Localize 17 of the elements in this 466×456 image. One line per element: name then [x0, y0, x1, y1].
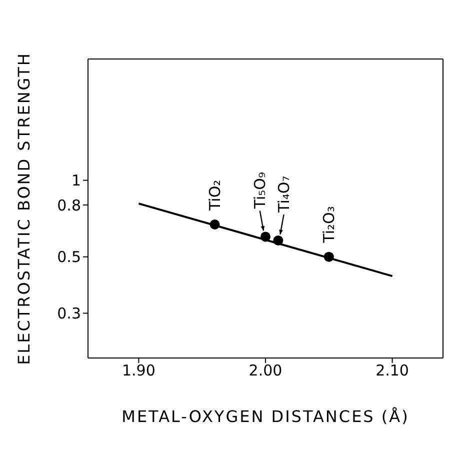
- point: [324, 252, 334, 262]
- annotation: Ti₅O₉: [250, 172, 269, 210]
- annotation: Ti₂O₃: [320, 206, 338, 244]
- x-axis-title: METAL-OXYGEN DISTANCES (Å): [122, 407, 410, 426]
- x-tick-label: 1.90: [122, 362, 156, 380]
- y-axis-title: ELECTROSTATIC BOND STRENGTH: [14, 52, 34, 365]
- annotation: Ti₄O₇: [274, 176, 293, 214]
- x-tick-label: 2.10: [376, 362, 409, 380]
- point: [260, 232, 270, 242]
- y-tick-label: 0.3: [57, 304, 81, 323]
- y-tick-label: 1: [71, 172, 81, 190]
- point: [210, 220, 220, 230]
- y-tick-label: 0.8: [57, 196, 81, 214]
- x-tick-label: 2.00: [248, 362, 282, 380]
- point: [273, 235, 284, 246]
- annotation: TiO₂: [206, 180, 224, 212]
- y-tick-label: 0.5: [57, 248, 81, 266]
